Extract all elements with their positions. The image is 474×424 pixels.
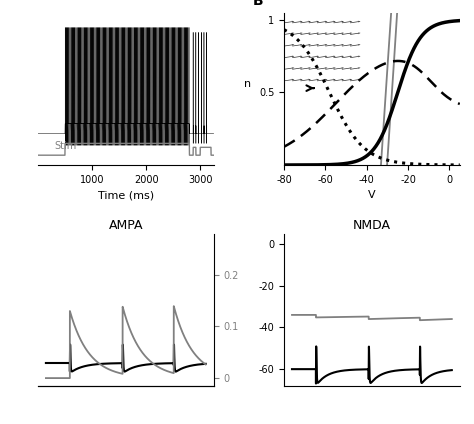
Title: AMPA: AMPA: [109, 219, 143, 232]
Title: NMDA: NMDA: [353, 219, 391, 232]
X-axis label: Time (ms): Time (ms): [98, 190, 154, 200]
X-axis label: V: V: [368, 190, 376, 200]
Y-axis label: n: n: [244, 79, 251, 89]
Text: Stim: Stim: [54, 141, 76, 151]
Text: B: B: [252, 0, 263, 8]
